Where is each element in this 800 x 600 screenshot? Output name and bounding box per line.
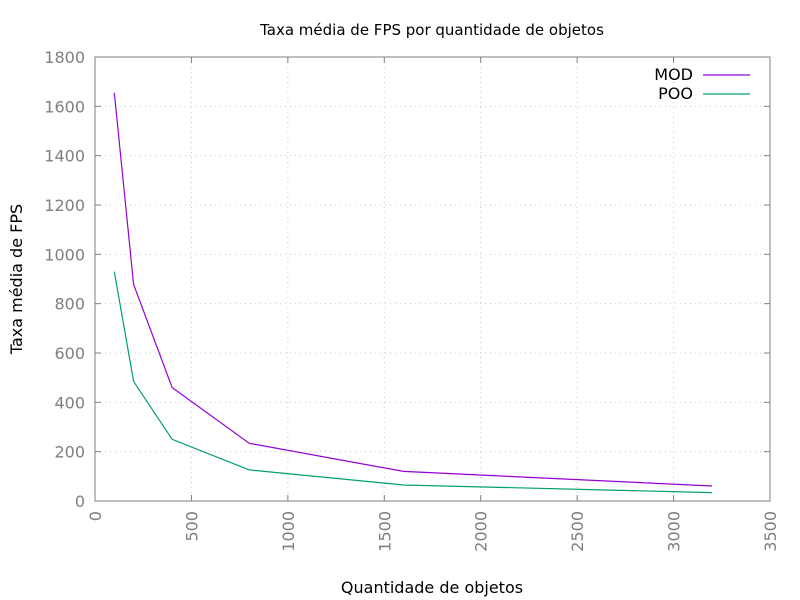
x-tick-label: 1500 bbox=[375, 511, 394, 552]
chart-title: Taxa média de FPS por quantidade de obje… bbox=[259, 21, 604, 39]
x-tick-label: 2500 bbox=[568, 511, 587, 552]
y-tick-label: 200 bbox=[54, 443, 85, 462]
plot-frame bbox=[94, 56, 771, 502]
x-axis-ticks: 0 500 1000 1500 2000 2500 3000 3500 bbox=[86, 57, 780, 552]
legend-label-mod: MOD bbox=[654, 65, 693, 84]
x-tick-label: 0 bbox=[86, 511, 105, 521]
series-line-mod bbox=[113, 92, 713, 487]
y-tick-label: 400 bbox=[54, 393, 85, 412]
y-tick-label: 800 bbox=[54, 295, 85, 314]
y-tick-label: 1200 bbox=[44, 196, 85, 215]
grid-lines bbox=[95, 57, 770, 501]
y-tick-label: 600 bbox=[54, 344, 85, 363]
legend-label-poo: POO bbox=[658, 84, 693, 103]
x-axis-label: Quantidade de objetos bbox=[341, 578, 523, 597]
series-lines bbox=[113, 92, 713, 494]
y-tick-label: 1600 bbox=[44, 97, 85, 116]
x-tick-label: 3000 bbox=[665, 511, 684, 552]
y-tick-label: 1800 bbox=[44, 48, 85, 67]
y-tick-label: 1400 bbox=[44, 147, 85, 166]
series-line-poo bbox=[113, 271, 713, 494]
x-tick-label: 500 bbox=[182, 511, 201, 542]
x-tick-label: 2000 bbox=[472, 511, 491, 552]
y-tick-label: 1000 bbox=[44, 245, 85, 264]
x-tick-label: 3500 bbox=[761, 511, 780, 552]
y-tick-label: 0 bbox=[75, 492, 85, 511]
x-tick-label: 1000 bbox=[279, 511, 298, 552]
y-axis-ticks: 0 200 400 600 800 1000 1200 1400 1600 1800 bbox=[44, 48, 770, 511]
y-axis-label: Taxa média de FPS bbox=[7, 204, 26, 355]
